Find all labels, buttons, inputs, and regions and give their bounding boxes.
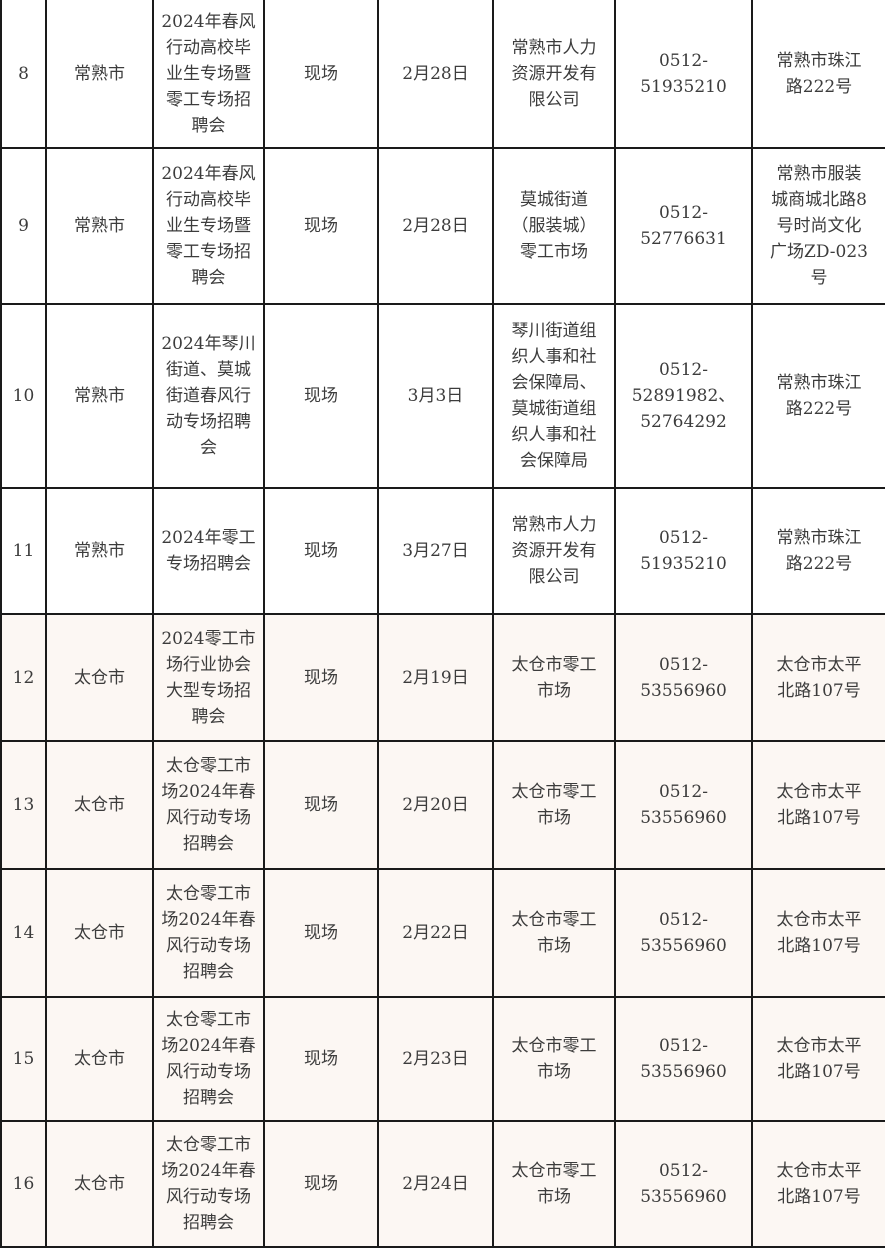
cell-organizer: 太仓市零工 市场 — [492, 868, 616, 998]
table-row: 15 太仓市 太仓零工市 场2024年春 风行动专场 招聘会 现场 2月23日 太仓市零工… — [0, 996, 885, 1122]
cell-date: 2月20日 — [377, 740, 494, 870]
cell-type: 现场 — [263, 996, 379, 1122]
cell-address: 常熟市珠江 路222号 — [751, 303, 885, 489]
cell-phone: 0512- 52776631 — [614, 147, 753, 305]
cell-event: 太仓零工市 场2024年春 风行动专场 招聘会 — [152, 740, 265, 870]
cell-address: 太仓市太平 北路107号 — [751, 996, 885, 1122]
cell-type: 现场 — [263, 613, 379, 742]
cell-address: 太仓市太平 北路107号 — [751, 1120, 885, 1248]
cell-event: 2024零工市 场行业协会 大型专场招 聘会 — [152, 613, 265, 742]
cell-address: 太仓市太平 北路107号 — [751, 740, 885, 870]
cell-phone: 0512- 53556960 — [614, 1120, 753, 1248]
cell-organizer: 太仓市零工 市场 — [492, 996, 616, 1122]
cell-organizer: 太仓市零工 市场 — [492, 1120, 616, 1248]
cell-address: 太仓市太平 北路107号 — [751, 868, 885, 998]
cell-no: 9 — [0, 147, 47, 305]
cell-no: 16 — [0, 1120, 47, 1248]
cell-date: 3月27日 — [377, 487, 494, 615]
cell-type: 现场 — [263, 303, 379, 489]
table-row: 9 常熟市 2024年春风 行动高校毕 业生专场暨 零工专场招 聘会 现场 2月28日莫… — [0, 147, 885, 305]
cell-event: 2024年零工 专场招聘会 — [152, 487, 265, 615]
cell-organizer: 常熟市人力 资源开发有 限公司 — [492, 487, 616, 615]
table-row: 13 太仓市 太仓零工市 场2024年春 风行动专场 招聘会 现场 2月20日 太仓市零工… — [0, 740, 885, 870]
table-row: 14 太仓市 太仓零工市 场2024年春 风行动专场 招聘会 现场 2月22日 太仓市零工… — [0, 868, 885, 998]
cell-no: 15 — [0, 996, 47, 1122]
cell-type: 现场 — [263, 487, 379, 615]
cell-date: 2月19日 — [377, 613, 494, 742]
cell-type: 现场 — [263, 147, 379, 305]
cell-no: 11 — [0, 487, 47, 615]
cell-date: 2月24日 — [377, 1120, 494, 1248]
cell-city: 常熟市 — [45, 303, 154, 489]
cell-organizer: 琴川街道组 织人事和社 会保障局、 莫城街道组 织人事和社 会保障局 — [492, 303, 616, 489]
cell-city: 太仓市 — [45, 613, 154, 742]
cell-event: 太仓零工市 场2024年春 风行动专场 招聘会 — [152, 868, 265, 998]
cell-city: 常熟市 — [45, 147, 154, 305]
cell-type: 现场 — [263, 1120, 379, 1248]
cell-date: 2月23日 — [377, 996, 494, 1122]
cell-city: 太仓市 — [45, 740, 154, 870]
cell-no: 13 — [0, 740, 47, 870]
cell-no: 12 — [0, 613, 47, 742]
cell-event: 2024年春风 行动高校毕 业生专场暨 零工专场招 聘会 — [152, 0, 265, 149]
cell-organizer: 太仓市零工 市场 — [492, 613, 616, 742]
cell-type: 现场 — [263, 868, 379, 998]
cell-no: 10 — [0, 303, 47, 489]
cell-phone: 0512- 53556960 — [614, 740, 753, 870]
cell-organizer: 莫城街道 （服装城） 零工市场 — [492, 147, 616, 305]
cell-address: 常熟市珠江 路222号 — [751, 0, 885, 149]
cell-date: 2月28日 — [377, 0, 494, 149]
cell-date: 2月22日 — [377, 868, 494, 998]
cell-phone: 0512- 51935210 — [614, 0, 753, 149]
cell-event: 2024年春风 行动高校毕 业生专场暨 零工专场招 聘会 — [152, 147, 265, 305]
cell-city: 常熟市 — [45, 0, 154, 149]
cell-type: 现场 — [263, 0, 379, 149]
cell-organizer: 常熟市人力 资源开发有 限公司 — [492, 0, 616, 149]
cell-date: 3月3日 — [377, 303, 494, 489]
table-row: 11 常熟市 2024年零工 专场招聘会 现场 3月27日 常熟市人力 资源开发有 限公司… — [0, 487, 885, 615]
cell-no: 8 — [0, 0, 47, 149]
table-row: 8 常熟市 2024年春风 行动高校毕 业生专场暨 零工专场招 聘会 现场 2月28日常… — [0, 0, 885, 149]
cell-date: 2月28日 — [377, 147, 494, 305]
cell-type: 现场 — [263, 740, 379, 870]
cell-address: 太仓市太平 北路107号 — [751, 613, 885, 742]
table-row: 10 常熟市 2024年琴川 街道、莫城 街道春风行 动专场招聘 会现场 3月3日 琴川… — [0, 303, 885, 489]
table-row: 16 太仓市 太仓零工市 场2024年春 风行动专场 招聘会 现场 2月24日 太仓市零工… — [0, 1120, 885, 1248]
cell-event: 2024年琴川 街道、莫城 街道春风行 动专场招聘 会 — [152, 303, 265, 489]
cell-event: 太仓零工市 场2024年春 风行动专场 招聘会 — [152, 996, 265, 1122]
cell-phone: 0512- 53556960 — [614, 868, 753, 998]
cell-no: 14 — [0, 868, 47, 998]
table-row: 12 太仓市 2024零工市 场行业协会 大型专场招 聘会 现场 2月19日 太仓市零工 … — [0, 613, 885, 742]
cell-city: 常熟市 — [45, 487, 154, 615]
cell-city: 太仓市 — [45, 868, 154, 998]
cell-address: 常熟市服装 城商城北路8 号时尚文化 广场ZD-023 号 — [751, 147, 885, 305]
cell-city: 太仓市 — [45, 1120, 154, 1248]
cell-phone: 0512- 52891982、 52764292 — [614, 303, 753, 489]
cell-phone: 0512- 51935210 — [614, 487, 753, 615]
cell-city: 太仓市 — [45, 996, 154, 1122]
cell-address: 常熟市珠江 路222号 — [751, 487, 885, 615]
cell-event: 太仓零工市 场2024年春 风行动专场 招聘会 — [152, 1120, 265, 1248]
cell-phone: 0512- 53556960 — [614, 996, 753, 1122]
cell-organizer: 太仓市零工 市场 — [492, 740, 616, 870]
cell-phone: 0512- 53556960 — [614, 613, 753, 742]
